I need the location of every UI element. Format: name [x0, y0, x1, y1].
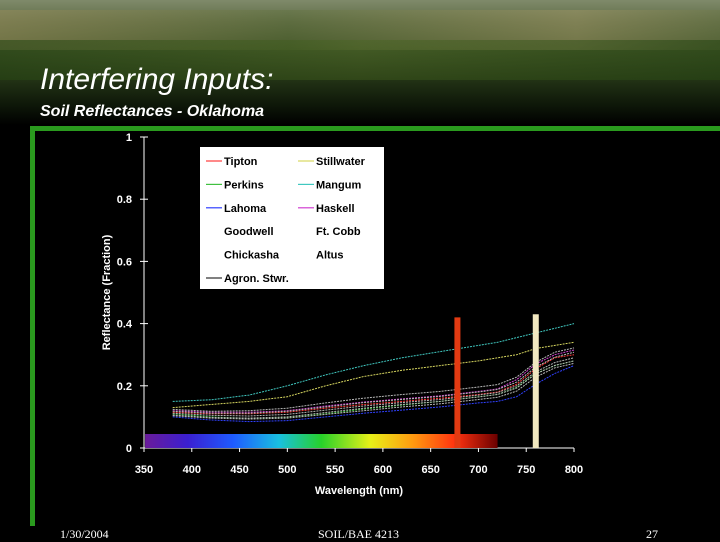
x-tick-label: 600 [374, 464, 392, 476]
visible-spectrum-strip [145, 434, 498, 448]
y-tick-label: 1 [126, 132, 132, 144]
field-photo-banner [0, 0, 720, 125]
y-tick-label: 0.8 [117, 194, 132, 206]
y-tick-label: 0.2 [117, 381, 132, 393]
x-tick-label: 500 [278, 464, 296, 476]
legend-box [200, 147, 384, 289]
legend-label: Tipton [224, 156, 258, 168]
legend-layer: Tipton Stillwater Perkins Mangum Lahoma Haske… [200, 147, 384, 289]
legend-label: Perkins [224, 179, 264, 191]
footer-course: SOIL/BAE 4213 [318, 527, 399, 541]
series-line [172, 354, 575, 415]
slide-subtitle: Soil Reflectances - Oklahoma [40, 103, 265, 120]
legend-label: Chickasha [224, 250, 280, 262]
legend-label: Ft. Cobb [316, 226, 361, 238]
bands-layer [454, 314, 539, 448]
highlight-band [454, 317, 461, 448]
series-line [172, 347, 575, 412]
series-line [172, 362, 575, 420]
legend-label: Altus [316, 250, 344, 262]
legend-label: Mangum [316, 179, 361, 191]
legend-label: Stillwater [316, 156, 366, 168]
series-line [172, 323, 575, 402]
y-tick-label: 0.4 [117, 319, 133, 331]
x-tick-label: 400 [183, 464, 201, 476]
accent-side-bar [30, 126, 35, 526]
x-tick-label: 800 [565, 464, 583, 476]
y-tick-label: 0 [126, 443, 132, 455]
series-line [172, 351, 575, 414]
series-line [172, 357, 575, 417]
accent-bar [30, 126, 720, 131]
y-axis-label: Reflectance (Fraction) [101, 234, 113, 350]
legend-label: Goodwell [224, 226, 274, 238]
footer-page: 27 [646, 527, 658, 541]
field-texture-lower [0, 40, 720, 80]
x-axis-label: Wavelength (nm) [315, 485, 404, 497]
series-line [172, 360, 575, 419]
legend-label: Haskell [316, 203, 355, 215]
x-tick-label: 700 [469, 464, 487, 476]
x-tick-label: 350 [135, 464, 153, 476]
legend-label: Agron. Stwr. [224, 273, 289, 285]
x-tick-label: 450 [230, 464, 248, 476]
series-layer [172, 323, 575, 423]
series-line [172, 341, 575, 409]
slide-title: Interfering Inputs: [40, 63, 274, 96]
y-tick-label: 0.6 [117, 256, 132, 268]
highlight-band [532, 314, 539, 448]
x-tick-label: 650 [421, 464, 439, 476]
series-line [172, 365, 575, 423]
x-tick-label: 550 [326, 464, 344, 476]
spectrum-strip-layer [145, 434, 498, 448]
footer-date: 1/30/2004 [60, 527, 109, 541]
series-line [172, 349, 575, 413]
legend-label: Lahoma [224, 203, 267, 215]
x-tick-label: 750 [517, 464, 535, 476]
